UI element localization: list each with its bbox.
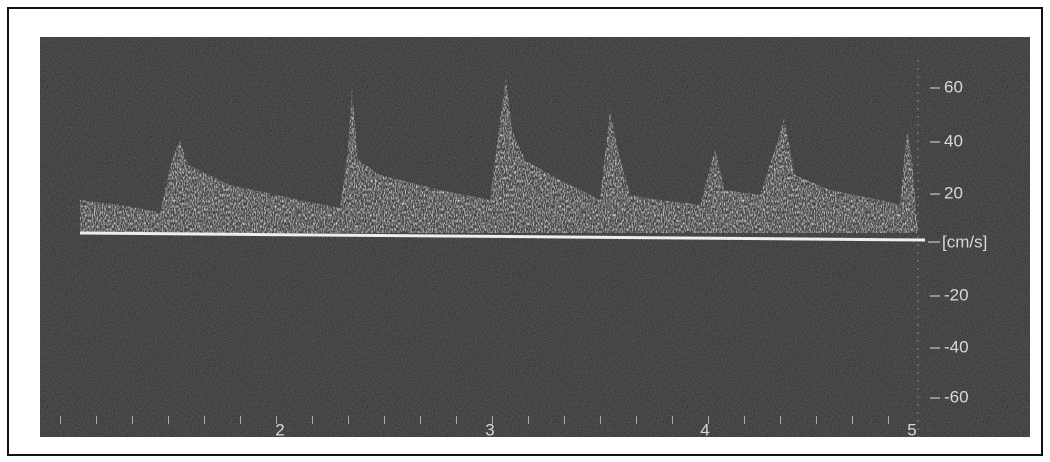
time-label: 4 [700, 420, 709, 439]
scale-label: -60 [944, 387, 969, 406]
screenshot: 60 40 20 [cm/s] -20 -40 -60 2 3 4 5 [0, 0, 1050, 462]
scale-label: 20 [944, 183, 963, 202]
scale-label: -40 [944, 337, 969, 356]
scale-unit: [cm/s] [942, 232, 987, 251]
scale-label: -20 [944, 285, 969, 304]
time-label: 5 [907, 420, 916, 439]
time-label: 3 [485, 420, 494, 439]
time-label: 2 [275, 420, 284, 439]
scale-label: 60 [944, 77, 963, 96]
page: 60 40 20 [cm/s] -20 -40 -60 2 3 4 5 (() … [0, 0, 1050, 462]
scale-label: 40 [944, 131, 963, 150]
